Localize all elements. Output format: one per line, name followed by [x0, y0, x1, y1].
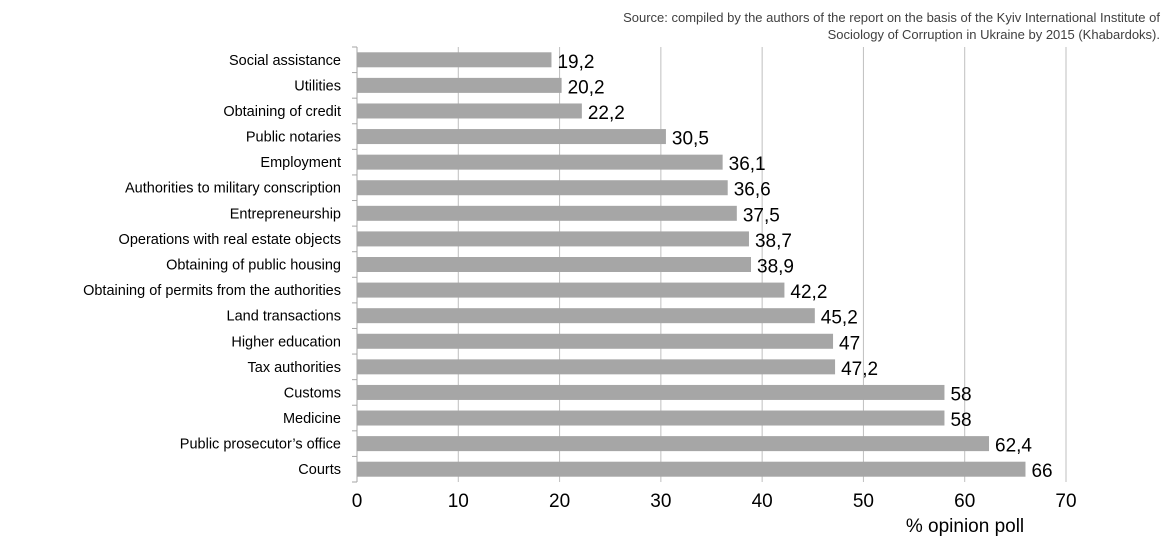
- bar: [357, 359, 836, 375]
- data-label: 22,2: [588, 103, 625, 124]
- data-label: 20,2: [568, 77, 605, 98]
- bar: [357, 52, 552, 68]
- category-label: Public notaries: [246, 130, 341, 146]
- data-label: 19,2: [557, 52, 594, 73]
- category-labels: Social assistance Utilities Obtaining of c…: [83, 53, 341, 478]
- x-tick-label: 20: [549, 491, 570, 512]
- x-tick-label: 10: [448, 491, 469, 512]
- bars: [357, 52, 1026, 477]
- bar: [357, 205, 737, 221]
- data-label: 42,2: [790, 282, 827, 303]
- data-label: 58: [950, 410, 971, 431]
- category-label: Obtaining of public housing: [166, 258, 341, 274]
- data-label: 66: [1031, 461, 1052, 482]
- category-label: Social assistance: [229, 53, 341, 69]
- data-label: 62,4: [995, 436, 1032, 457]
- data-label: 37,5: [743, 205, 780, 226]
- axes: 0 10 20 30 40 50 60 70: [352, 46, 1077, 512]
- data-label: 47: [839, 333, 860, 354]
- bar: [357, 461, 1026, 477]
- category-label: Higher education: [231, 334, 341, 350]
- data-label: 38,7: [755, 231, 792, 252]
- bar: [357, 103, 582, 119]
- category-label: Entrepreneurship: [230, 206, 341, 222]
- data-label: 38,9: [757, 257, 794, 278]
- category-label: Land transactions: [227, 309, 341, 325]
- x-tick-label: 40: [752, 491, 773, 512]
- bar: [357, 180, 728, 196]
- category-label: Customs: [284, 385, 341, 401]
- x-tick-label: 60: [954, 491, 975, 512]
- data-label: 36,1: [729, 154, 766, 175]
- category-label: Tax authorities: [248, 360, 342, 376]
- x-tick-label: 30: [650, 491, 671, 512]
- bar: [357, 129, 666, 145]
- source-note-line-1: Source: compiled by the authors of the r…: [623, 10, 1160, 25]
- bar: [357, 333, 834, 349]
- data-labels: 19,2 20,2 22,2 30,5 36,1 36,6 37,5 38,7 38,9 42,2…: [557, 52, 1052, 482]
- category-label: Courts: [298, 462, 341, 478]
- category-label: Authorities to military conscription: [125, 181, 341, 197]
- category-label: Obtaining of permits from the authoritie…: [83, 283, 341, 299]
- bar: [357, 384, 945, 400]
- category-label: Obtaining of credit: [223, 104, 341, 120]
- category-label: Medicine: [283, 411, 341, 427]
- x-axis-title: % opinion poll: [906, 516, 1024, 537]
- bar: [357, 154, 723, 170]
- data-label: 45,2: [821, 308, 858, 329]
- category-label: Operations with real estate objects: [119, 232, 341, 248]
- data-label: 30,5: [672, 129, 709, 150]
- bar: [357, 308, 815, 324]
- data-label: 58: [950, 384, 971, 405]
- data-label: 47,2: [841, 359, 878, 380]
- x-tick-label: 0: [352, 491, 363, 512]
- category-label: Utilities: [294, 78, 341, 94]
- bar: [357, 282, 785, 298]
- category-label: Public prosecutor’s office: [180, 437, 341, 453]
- bar: [357, 231, 749, 247]
- source-note-line-2: Sociology of Corruption in Ukraine by 20…: [828, 27, 1160, 42]
- bar: [357, 77, 562, 93]
- x-tick-label: 50: [853, 491, 874, 512]
- category-label: Employment: [260, 155, 341, 171]
- bar: [357, 257, 752, 272]
- bar: [357, 410, 945, 426]
- x-tick-label: 70: [1055, 491, 1076, 512]
- bar: [357, 436, 990, 452]
- data-label: 36,6: [734, 180, 771, 201]
